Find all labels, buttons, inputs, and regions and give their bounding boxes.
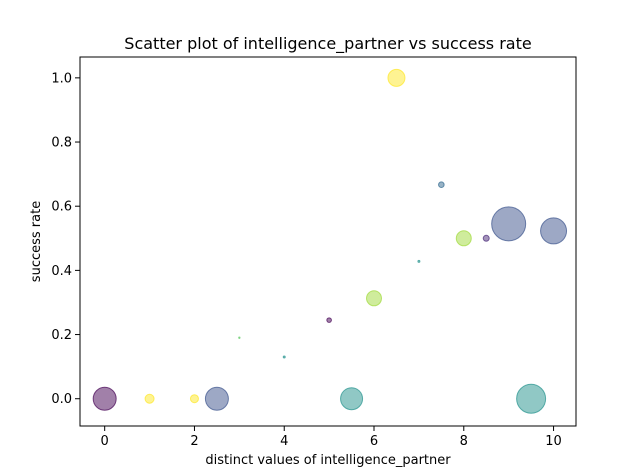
x-tick-label-5: 10 — [545, 434, 562, 449]
y-tick-label-5: 1.0 — [51, 71, 72, 86]
scatter-point-11 — [438, 181, 445, 189]
scatter-point-15 — [516, 383, 547, 414]
y-tick-label-3: 0.6 — [51, 200, 72, 215]
scatter-point-9 — [387, 68, 406, 87]
x-tick-label-0: 0 — [101, 434, 109, 449]
y-tick-label-4: 0.8 — [51, 136, 72, 151]
x-tick-label-2: 4 — [280, 434, 288, 449]
points-layer — [92, 68, 568, 414]
x-tick-label-1: 2 — [190, 434, 198, 449]
y-axis-ticks: 0.0 0.2 0.4 0.6 0.8 1.0 — [51, 71, 80, 407]
scatter-point-3 — [204, 386, 229, 411]
y-tick-label-1: 0.2 — [51, 328, 72, 343]
scatter-point-1 — [144, 393, 155, 404]
y-tick-label-2: 0.4 — [51, 264, 72, 279]
scatter-point-16 — [540, 217, 568, 245]
x-axis-label: distinct values of intelligence_partner — [205, 453, 451, 468]
scatter-point-10 — [417, 259, 421, 263]
y-axis-label: success rate — [29, 201, 44, 282]
scatter-point-14 — [491, 206, 527, 242]
chart-title: Scatter plot of intelligence_partner vs … — [124, 34, 531, 54]
plot-area-frame — [79, 56, 577, 427]
scatter-point-8 — [366, 290, 383, 307]
scatter-point-6 — [326, 317, 332, 323]
scatter-point-12 — [455, 230, 472, 247]
scatter-point-0 — [92, 386, 117, 411]
x-axis-ticks: 0 2 4 6 8 10 — [101, 426, 562, 449]
scatter-point-7 — [340, 387, 364, 411]
x-tick-label-3: 6 — [370, 434, 378, 449]
x-tick-label-4: 8 — [460, 434, 468, 449]
scatter-point-2 — [189, 394, 199, 404]
scatter-point-5 — [282, 355, 286, 359]
y-tick-label-0: 0.0 — [51, 392, 72, 407]
scatter-point-4 — [238, 336, 241, 339]
scatter-point-13 — [482, 234, 490, 242]
